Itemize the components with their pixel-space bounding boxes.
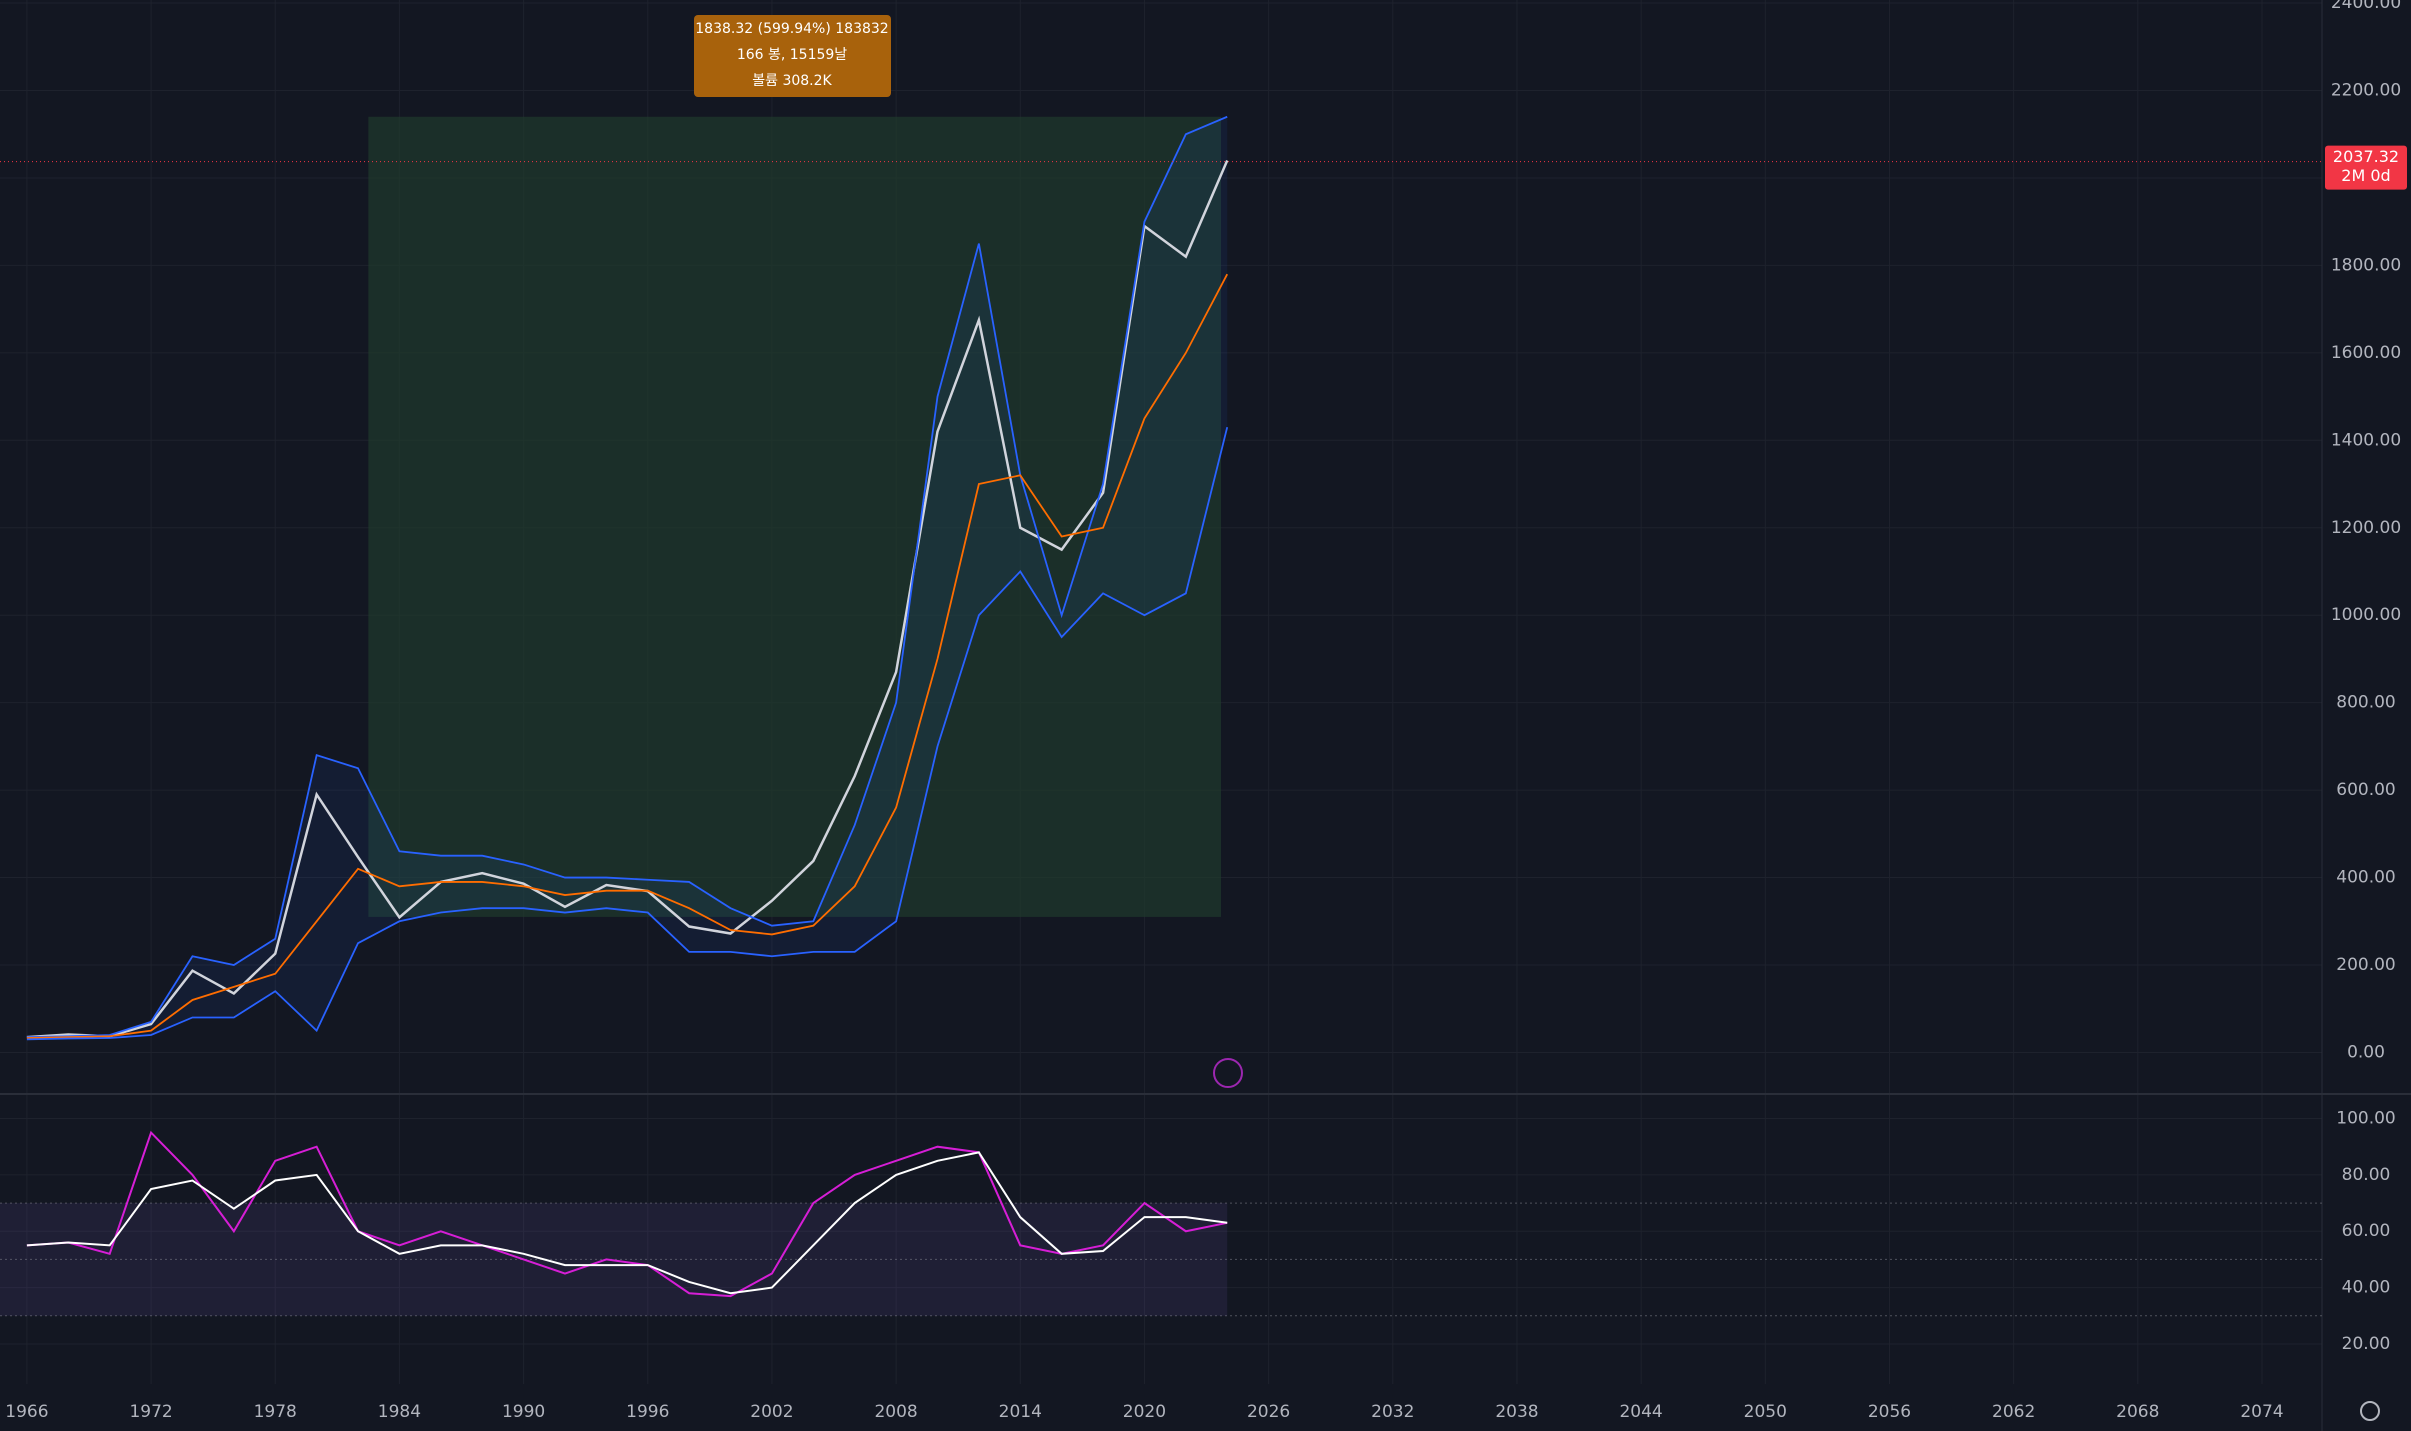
alert-icon[interactable] — [1213, 1058, 1243, 1088]
x-tick-label: 2008 — [874, 1402, 917, 1422]
measure-box — [368, 116, 1222, 917]
y-tick-label: 100.00 — [2336, 1109, 2395, 1129]
y-tick-label: 400.00 — [2336, 868, 2395, 888]
x-tick-label: 1996 — [626, 1402, 669, 1422]
y-tick-label: 800.00 — [2336, 693, 2395, 713]
last-price-label: 2037.32 — [2333, 147, 2399, 166]
y-tick-label: 40.00 — [2342, 1278, 2391, 1298]
last-price-tag — [2325, 145, 2407, 190]
x-tick-label: 2068 — [2116, 1402, 2159, 1422]
x-tick-label: 2074 — [2240, 1402, 2283, 1422]
x-tick-label: 2032 — [1371, 1402, 1414, 1422]
x-tick-label: 2002 — [750, 1402, 793, 1422]
y-tick-label: 2200.00 — [2331, 81, 2401, 101]
x-tick-label: 1990 — [502, 1402, 545, 1422]
x-tick-label: 1978 — [254, 1402, 297, 1422]
y-tick-label: 20.00 — [2342, 1334, 2391, 1354]
x-tick-label: 2062 — [1992, 1402, 2035, 1422]
y-tick-label: 1800.00 — [2331, 255, 2401, 275]
y-tick-label: 600.00 — [2336, 780, 2395, 800]
tooltip-box — [694, 15, 891, 97]
rsi-line — [26, 1151, 1228, 1295]
x-tick-label: 2056 — [1868, 1402, 1911, 1422]
x-tick-label: 1984 — [378, 1402, 421, 1422]
band-line — [26, 115, 1228, 1039]
x-tick-label: 1972 — [129, 1402, 172, 1422]
x-tick-label: 1966 — [5, 1402, 48, 1422]
y-tick-label: 60.00 — [2342, 1221, 2391, 1241]
tooltip-text: 볼륨 308.2K — [752, 73, 832, 89]
band-line — [26, 426, 1229, 1041]
tooltip-text: 1838.32 (599.94%) 183832 — [695, 21, 888, 37]
x-tick-label: 2044 — [1619, 1402, 1662, 1422]
y-tick-label: 200.00 — [2336, 955, 2395, 975]
y-tick-label: 1200.00 — [2331, 518, 2401, 538]
y-tick-label: 1600.00 — [2331, 343, 2401, 363]
tooltip-text: 166 봉, 15159날 — [737, 47, 847, 63]
x-tick-label: 2020 — [1123, 1402, 1166, 1422]
x-tick-label: 2026 — [1247, 1402, 1290, 1422]
y-tick-label: 1000.00 — [2331, 605, 2401, 625]
y-tick-label: 1400.00 — [2331, 430, 2401, 450]
x-tick-label: 2014 — [999, 1402, 1042, 1422]
settings-icon[interactable] — [2360, 1401, 2380, 1421]
band-line — [26, 273, 1229, 1039]
countdown-label: 2M 0d — [2341, 166, 2390, 185]
x-tick-label: 2050 — [1744, 1402, 1787, 1422]
y-tick-label: 80.00 — [2342, 1165, 2391, 1185]
rsi-line — [26, 1130, 1228, 1298]
x-tick-label: 2038 — [1495, 1402, 1538, 1422]
y-tick-label: 2400.00 — [2331, 0, 2401, 13]
y-tick-label: 0.00 — [2347, 1042, 2385, 1062]
